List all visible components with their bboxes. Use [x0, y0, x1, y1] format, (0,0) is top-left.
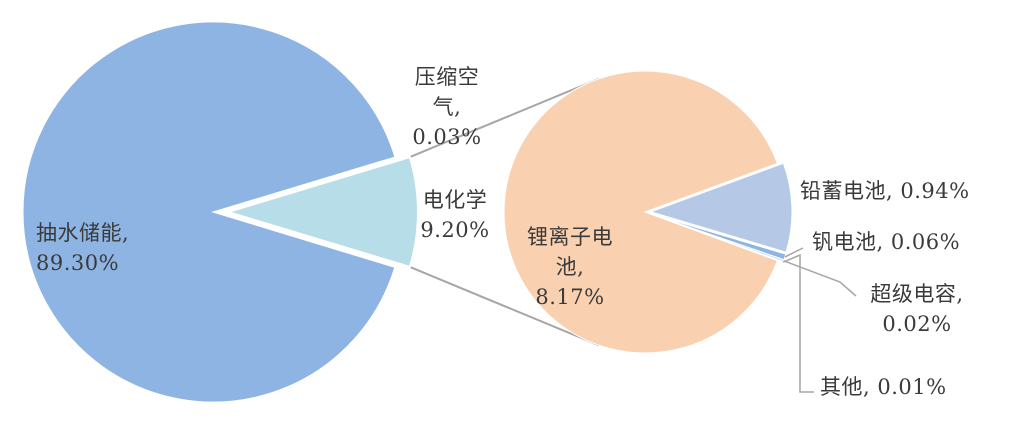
label-lithium-ion-line1: 锂离子电: [527, 225, 613, 249]
detail-pie: [503, 70, 793, 354]
main-pie: [22, 21, 419, 403]
label-compressed-air-line2: 气,: [432, 95, 462, 119]
main-slice-2: [212, 211, 396, 268]
label-lead-acid: 铅蓄电池, 0.94%: [800, 176, 970, 206]
label-compressed-air: 压缩空 气, 0.03%: [392, 62, 502, 152]
label-compressed-air-value: 0.03%: [412, 125, 482, 149]
leader-lines: [782, 247, 857, 393]
label-pumped-hydro: 抽水储能, 89.30%: [36, 218, 129, 278]
label-other: 其他, 0.01%: [820, 372, 947, 402]
label-pumped-hydro-value: 89.30%: [36, 251, 120, 275]
label-electrochemical-value: 9.20%: [420, 218, 490, 242]
connector-lines: [409, 77, 600, 347]
label-other-text: 其他, 0.01%: [820, 375, 947, 399]
label-vanadium: 钒电池, 0.06%: [812, 227, 960, 257]
label-compressed-air-line1: 压缩空: [414, 65, 480, 89]
label-supercapacitor-name: 超级电容,: [870, 282, 964, 306]
label-lithium-ion-value: 8.17%: [535, 285, 605, 309]
label-electrochemical-name: 电化学: [422, 188, 488, 212]
label-vanadium-text: 钒电池, 0.06%: [812, 230, 961, 254]
label-supercapacitor: 超级电容, 0.02%: [852, 279, 982, 339]
leader-line-3: [783, 260, 857, 297]
label-lead-acid-text: 铅蓄电池, 0.94%: [800, 179, 970, 203]
main-slice-0: [22, 21, 396, 403]
leader-line-4: [782, 253, 814, 393]
detail-slice-0: [503, 70, 779, 354]
label-pumped-hydro-name: 抽水储能,: [36, 221, 130, 245]
connector-top: [409, 77, 600, 158]
label-lithium-ion: 锂离子电 池, 8.17%: [505, 222, 635, 312]
connector-bottom: [409, 266, 600, 347]
label-electrochemical: 电化学 9.20%: [400, 185, 510, 245]
leader-line-2: [784, 247, 804, 258]
main-slice-exploded: [224, 155, 419, 269]
label-supercapacitor-value: 0.02%: [882, 312, 952, 336]
label-lithium-ion-line2: 池,: [555, 255, 585, 279]
detail-slice-1: [649, 162, 793, 253]
